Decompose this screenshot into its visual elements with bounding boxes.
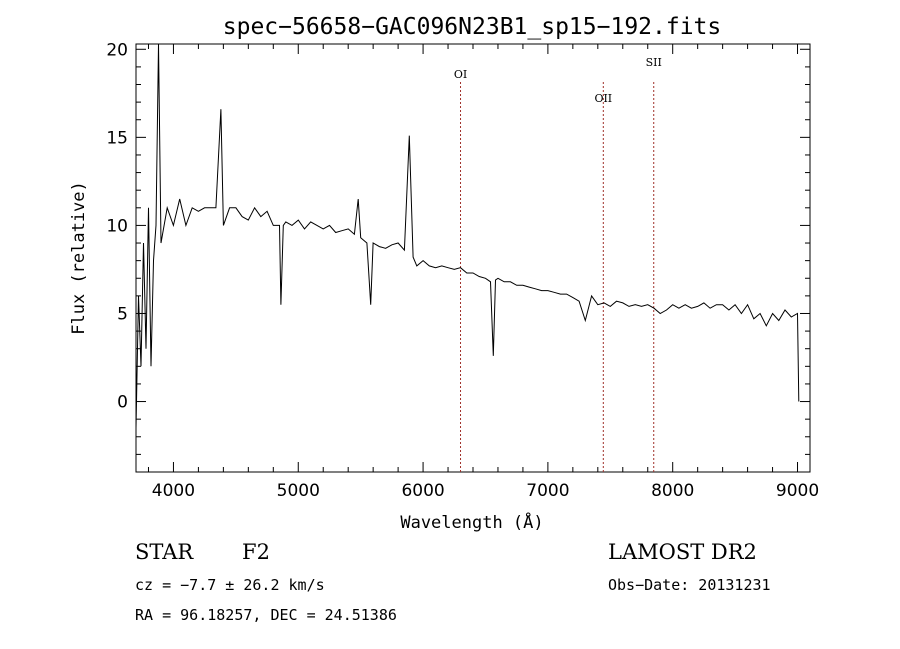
line-markers: OI OII SII xyxy=(454,56,662,472)
spectrum-series-line xyxy=(136,44,800,429)
line-marker-label: SII xyxy=(646,56,662,69)
velocity-text: cz = −7.7 ± 26.2 km/s xyxy=(135,576,325,594)
plot-frame xyxy=(135,43,811,473)
x-tick-label: 4000 xyxy=(152,481,195,501)
subclass: F2 xyxy=(242,540,270,564)
line-marker-label: OII xyxy=(594,92,612,105)
y-tick-label: 10 xyxy=(106,216,128,236)
y-tick-label: 20 xyxy=(106,40,128,60)
x-axis-label: Wavelength (Å) xyxy=(400,511,543,533)
survey-name: LAMOST DR2 xyxy=(608,540,757,564)
x-tick-label: 7000 xyxy=(526,481,569,501)
x-tick-label: 9000 xyxy=(776,481,819,501)
x-tick-label: 8000 xyxy=(651,481,694,501)
chart-title: spec−56658−GAC096N23B1_sp15−192.fits xyxy=(223,14,722,40)
y-axis-label: Flux (relative) xyxy=(69,181,89,335)
coordinates-text: RA = 96.18257, DEC = 24.51386 xyxy=(135,606,397,624)
axis-ticks: 4000 5000 6000 7000 8000 9000 0 5 10 15 20 xyxy=(106,40,819,501)
obs-date-text: Obs−Date: 20131231 xyxy=(608,576,771,594)
x-tick-label: 6000 xyxy=(401,481,444,501)
series-layer xyxy=(136,44,800,429)
x-tick-label: 5000 xyxy=(277,481,320,501)
object-type: STAR xyxy=(135,540,194,564)
line-marker-label: OI xyxy=(454,68,467,81)
y-tick-label: 0 xyxy=(117,393,128,413)
y-tick-label: 5 xyxy=(117,304,128,324)
y-tick-label: 15 xyxy=(106,128,128,148)
